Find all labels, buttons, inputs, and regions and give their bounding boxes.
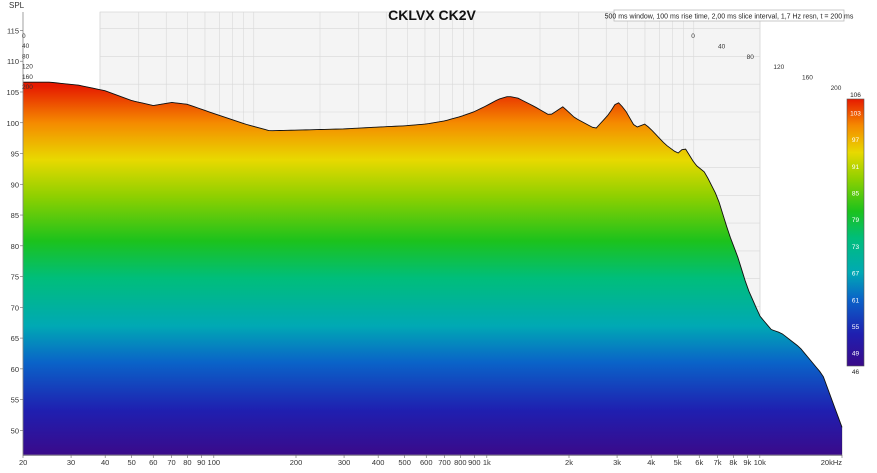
colorbar-tick-label: 97 [852, 137, 860, 144]
x-tick-label: 80 [183, 458, 191, 467]
time-tick-label-left: 80 [22, 53, 30, 60]
colorbar-tick-label: 73 [852, 244, 860, 251]
waterfall-surface [22, 81, 843, 456]
chart-title: CKLVX CK2V [388, 7, 476, 23]
x-tick-label: 60 [149, 458, 157, 467]
x-tick-label: 6k [695, 458, 703, 467]
colorbar-tick-label: 49 [852, 351, 860, 358]
colorbar-tick-label: 103 [850, 110, 861, 117]
time-tick-label-right: 120 [773, 64, 784, 71]
x-tick-label: 70 [167, 458, 175, 467]
y-tick-label: 65 [11, 334, 19, 343]
x-tick-label: 900 [468, 458, 481, 467]
settings-box: 500 ms window, 100 ms rise time, 2,00 ms… [605, 9, 854, 22]
x-tick-label: 8k [729, 458, 737, 467]
y-tick-label: 115 [7, 26, 19, 35]
x-tick-label: 90 [197, 458, 205, 467]
x-tick-label: 700 [438, 458, 451, 467]
settings-note: 500 ms window, 100 ms rise time, 2,00 ms… [605, 14, 854, 21]
x-tick-label: 40 [101, 458, 109, 467]
time-tick-label-left: 40 [22, 43, 30, 50]
y-tick-label: 85 [11, 211, 19, 220]
front-response-line [23, 81, 843, 428]
colorbar-tick-label: 85 [852, 190, 860, 197]
x-tick-label: 50 [127, 458, 135, 467]
x-tick-label: 600 [420, 458, 433, 467]
x-tick-label: 1k [483, 458, 491, 467]
x-axis: 20 30 40 50 60 70 80 90 100 200 300 400 500 600 700 800… [19, 455, 843, 467]
colorbar-tick-label: 79 [852, 217, 860, 224]
x-tick-label: 800 [454, 458, 467, 467]
y-tick-label: 100 [6, 119, 19, 128]
y-tick-label: 105 [6, 88, 19, 97]
x-tick-label: 5k [674, 458, 682, 467]
time-tick-label-left: 0 [22, 33, 26, 40]
colorbar-tick-label: 91 [852, 164, 860, 171]
y-tick-label: 70 [11, 303, 19, 312]
x-tick-label: 20kHz [821, 458, 843, 467]
x-tick-label: 300 [338, 458, 351, 467]
time-tick-label-left: 160 [22, 74, 33, 81]
y-axis-label: SPL [9, 1, 25, 10]
x-tick-label: 9k [743, 458, 751, 467]
y-tick-label: 75 [11, 273, 19, 282]
x-tick-label: 400 [372, 458, 385, 467]
y-tick-label: 80 [11, 242, 19, 251]
front-frame [22, 12, 842, 456]
y-axis: 115 110 105 100 95 90 85 80 75 70 65 60 55 50 [6, 26, 23, 435]
time-tick-label-right: 160 [802, 75, 813, 82]
x-tick-label: 3k [613, 458, 621, 467]
x-tick-label: 200 [290, 458, 303, 467]
y-tick-label: 95 [11, 150, 19, 159]
x-tick-label: 2k [565, 458, 573, 467]
time-tick-label-left: 200 [22, 84, 33, 91]
time-tick-label-right: 0 [691, 33, 695, 40]
y-tick-label: 50 [11, 426, 19, 435]
y-tick-label: 55 [11, 396, 19, 405]
colorbar: 106 103 97 91 85 79 73 67 61 55 49 46 [846, 92, 865, 376]
y-tick-label: 90 [11, 180, 19, 189]
x-tick-label: 500 [398, 458, 411, 467]
colorbar-scale [846, 98, 865, 367]
colorbar-tick-label: 55 [852, 324, 860, 331]
x-tick-label: 10k [754, 458, 766, 467]
colorbar-tick-label: 67 [852, 271, 860, 278]
time-tick-label-right: 40 [718, 43, 726, 50]
y-tick-label: 110 [7, 57, 19, 66]
colorbar-tick-label: 46 [852, 369, 860, 376]
x-tick-label: 100 [208, 458, 221, 467]
y-tick-label: 60 [11, 365, 19, 374]
time-tick-label-left: 120 [22, 64, 33, 71]
x-tick-label: 20 [19, 458, 27, 467]
x-tick-label: 4k [647, 458, 655, 467]
time-axis: 0 40 80 120 160 200 0 40 80 120 160 200 [22, 33, 842, 92]
x-tick-label: 7k [714, 458, 722, 467]
colorbar-tick-label: 61 [852, 297, 860, 304]
time-tick-label-right: 200 [831, 85, 842, 92]
time-tick-label-right: 80 [747, 54, 755, 61]
x-tick-label: 30 [67, 458, 75, 467]
colorbar-tick-label: 106 [850, 92, 861, 99]
